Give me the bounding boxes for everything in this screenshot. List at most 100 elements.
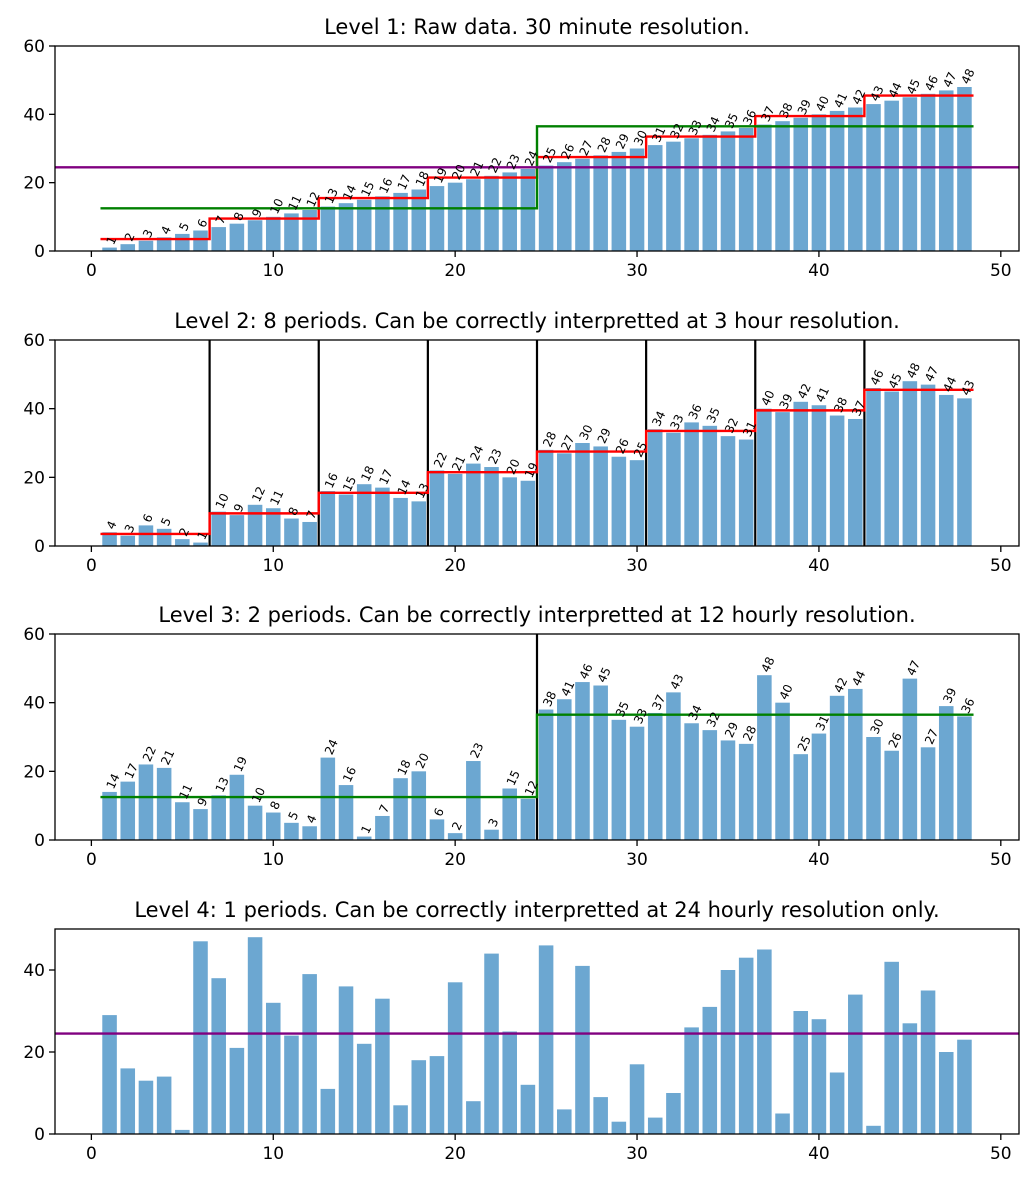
bar	[793, 1011, 809, 1134]
bar	[247, 220, 263, 251]
bar	[302, 210, 317, 251]
bar-value-label: 43	[868, 84, 887, 104]
bar-value-label: 26	[886, 730, 905, 750]
bar-value-label: 30	[631, 128, 650, 148]
bar	[684, 1027, 699, 1134]
bar	[902, 678, 918, 840]
bar	[684, 723, 699, 840]
bar-value-label: 29	[722, 720, 741, 740]
y-tick-label: 60	[23, 37, 45, 57]
bar	[848, 994, 863, 1134]
bar	[265, 508, 281, 546]
bar	[484, 829, 499, 840]
y-tick-label: 40	[23, 961, 45, 981]
chart-title: Level 2: 8 periods. Can be correctly int…	[174, 309, 900, 333]
bar-value-label: 33	[667, 412, 686, 432]
bar	[775, 412, 790, 546]
bar	[593, 685, 608, 840]
bar	[757, 675, 772, 840]
bar-value-label: 41	[558, 679, 577, 699]
bar-value-label: 18	[413, 169, 432, 189]
bar-value-label: 21	[467, 159, 486, 179]
plot-frame	[54, 45, 1020, 252]
bar-value-label: 38	[540, 689, 559, 709]
bar	[829, 415, 845, 546]
bar	[356, 1043, 372, 1134]
bar-value-label: 37	[649, 692, 668, 712]
bar	[447, 182, 463, 251]
bar	[120, 535, 136, 546]
bar	[647, 1117, 663, 1134]
bar	[247, 504, 263, 546]
x-tick-label: 20	[444, 850, 466, 870]
x-tick-label: 30	[626, 261, 648, 281]
bar	[138, 525, 154, 546]
bar	[265, 812, 281, 840]
bar-value-label: 32	[704, 710, 723, 730]
bar-value-label: 22	[486, 155, 505, 175]
bar	[156, 1076, 172, 1134]
bar	[447, 833, 463, 840]
bar-value-label: 34	[686, 703, 705, 723]
bar	[629, 460, 645, 546]
bar	[211, 511, 226, 546]
x-tick-label: 50	[990, 261, 1012, 281]
bar-value-label: 31	[740, 419, 759, 439]
bar	[265, 216, 281, 251]
bar	[757, 408, 772, 546]
bar	[629, 726, 645, 840]
bar	[102, 791, 117, 840]
bar-value-label: 15	[340, 474, 359, 494]
bar	[429, 1056, 445, 1134]
bar-value-label: 17	[122, 761, 141, 781]
bar-value-label: 43	[958, 378, 977, 398]
bar	[593, 155, 608, 251]
x-tick-label: 20	[444, 261, 466, 281]
bar	[284, 213, 299, 251]
bar-value-label: 11	[285, 193, 304, 213]
bar-value-label: 14	[104, 771, 123, 791]
bar	[429, 186, 445, 251]
bar	[611, 456, 627, 546]
bar-value-label: 1	[358, 823, 374, 836]
bar-value-label: 26	[558, 142, 577, 162]
bar	[738, 439, 754, 546]
bar-value-label: 17	[376, 467, 395, 487]
bar-value-label: 25	[795, 734, 814, 754]
bar-value-label: 47	[922, 364, 941, 384]
bar	[666, 432, 681, 546]
bar-value-label: 41	[813, 385, 832, 405]
bar	[466, 463, 481, 546]
bar-value-label: 23	[486, 447, 505, 467]
bar-value-label: 23	[504, 152, 523, 172]
bar-value-label: 28	[740, 723, 759, 743]
bar-value-label: 33	[686, 118, 705, 138]
bar-value-label: 36	[740, 108, 759, 128]
bar	[502, 788, 517, 840]
bar-value-label: 47	[940, 70, 959, 90]
bar-value-label: 44	[940, 374, 959, 394]
bar	[447, 473, 463, 546]
bar-value-label: 15	[504, 768, 523, 788]
bar	[338, 986, 354, 1134]
bar	[284, 822, 299, 840]
bar-value-label: 7	[376, 802, 392, 815]
bar-value-label: 14	[395, 477, 414, 497]
bar-value-label: 7	[304, 508, 320, 521]
bar-value-label: 8	[285, 505, 301, 518]
bar	[957, 716, 972, 840]
x-tick-label: 40	[808, 556, 830, 576]
bar-value-label: 15	[358, 179, 377, 199]
bar-value-label: 16	[340, 765, 359, 785]
x-tick-label: 40	[808, 850, 830, 870]
bar	[193, 230, 208, 251]
bar-value-label: 38	[831, 395, 850, 415]
bar	[229, 774, 245, 840]
x-tick-label: 0	[86, 556, 97, 576]
bar	[375, 487, 390, 546]
bar	[848, 418, 863, 546]
plot-frame	[54, 633, 1020, 841]
bar-value-label: 12	[249, 484, 268, 504]
bar-value-label: 8	[267, 799, 283, 812]
